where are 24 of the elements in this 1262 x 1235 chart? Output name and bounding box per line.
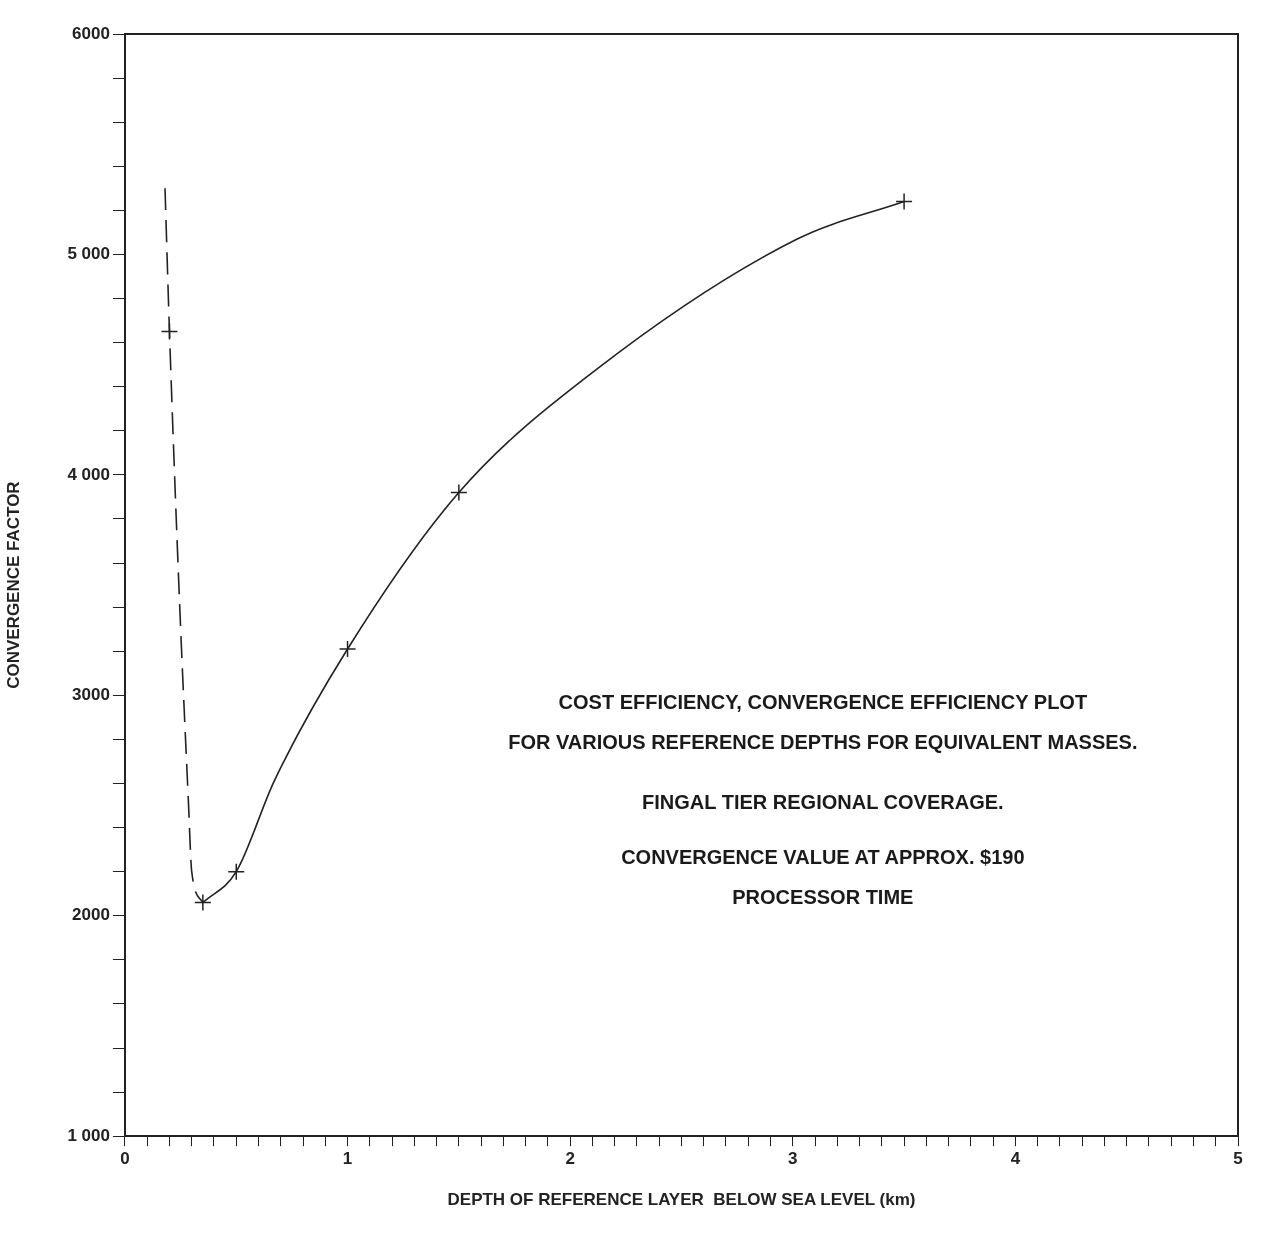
x-tick-label: 2	[565, 1149, 575, 1169]
annotation: FOR VARIOUS REFERENCE DEPTHS FOR EQUIVALENT MASSES.	[508, 731, 1138, 754]
x-tick-label: 5	[1233, 1149, 1243, 1169]
y-tick-label: 5 000	[67, 244, 110, 264]
y-axis-title: CONVERGENCE FACTOR	[3, 481, 23, 689]
annotation: PROCESSOR TIME	[732, 885, 914, 908]
x-tick-label: 1	[342, 1149, 353, 1169]
annotation: COST EFFICIENCY, CONVERGENCE EFFICIENCY PLOT	[558, 690, 1088, 713]
point	[338, 640, 357, 658]
x-tick-label: 3	[788, 1149, 798, 1169]
point	[895, 192, 913, 211]
y-tick-label: 6000	[72, 23, 110, 43]
point	[194, 893, 212, 912]
point	[227, 862, 245, 881]
y-tick-label: 3000	[72, 685, 110, 705]
y-tick-label: 2000	[72, 905, 110, 925]
x-tick-label: 0	[120, 1149, 130, 1169]
y-tick-label: 4 000	[67, 464, 110, 484]
point	[450, 483, 468, 502]
annotation: CONVERGENCE VALUE AT APPROX. $190	[621, 845, 1025, 868]
annotation: FINGAL TIER REGIONAL COVERAGE.	[642, 790, 1004, 813]
x-tick-label: 4	[1010, 1149, 1021, 1169]
x-axis-title: DEPTH OF REFERENCE LAYER BELOW SEA LEVEL (km)	[447, 1190, 916, 1210]
y-tick-label: 1 000	[67, 1125, 110, 1145]
